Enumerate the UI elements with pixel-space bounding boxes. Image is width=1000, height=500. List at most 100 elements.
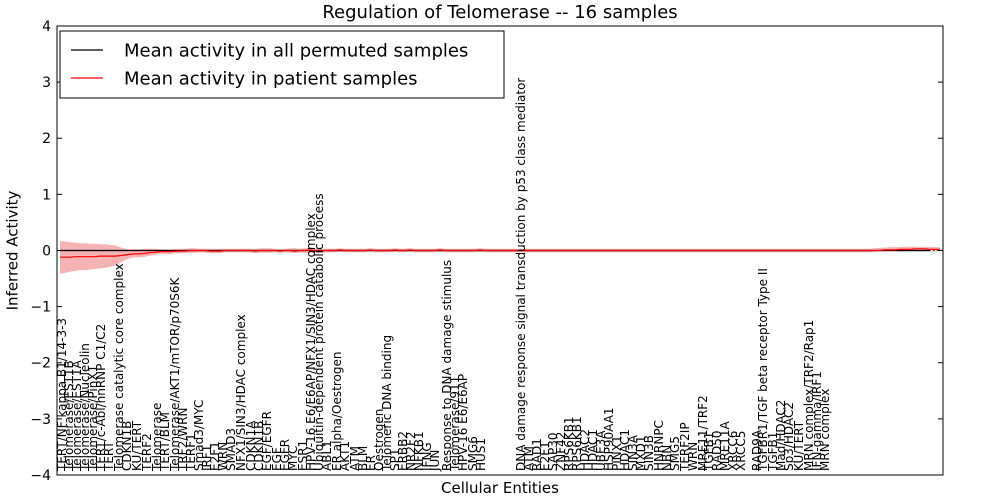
legend-box	[59, 30, 505, 99]
entity-label: HPV-16 E6/E6AP	[456, 374, 470, 471]
entity-label: Oestrogen	[372, 409, 386, 471]
entity-label: BLM	[356, 446, 370, 471]
patient-confidence-band	[60, 241, 940, 274]
entity-label: TRF2/WRN	[176, 408, 190, 472]
entity-label: Telomerase/AKT1/mTOR/p70S6K	[168, 276, 182, 472]
entity-label: Response to DNA damage stimulus	[440, 260, 454, 471]
entity-label: IFNG	[420, 442, 434, 471]
entity-label: ER	[364, 455, 378, 471]
entity-label: MXD1	[634, 436, 648, 471]
entity-label: EGF/EGFR	[260, 411, 274, 471]
entity-label: EGF	[270, 447, 284, 471]
entity-label: TERF1	[184, 433, 198, 472]
y-tick-label: −2	[30, 356, 51, 372]
entity-label: IFN-gamma/IRF1	[810, 371, 824, 471]
entity-label: RAD50	[710, 430, 724, 471]
entity-label: Telomeric DNA binding	[380, 335, 394, 472]
entity-label: Telomerase/EST1A	[70, 359, 84, 472]
entity-label: Telomerase/PinX1	[86, 365, 100, 472]
entity-label: Telomerase/EST1B	[62, 360, 76, 472]
entity-label: TERT/NF kappa B1/14-3-3	[55, 318, 69, 472]
entity-label: TERF2	[140, 433, 154, 472]
entity-label: MRN complex	[818, 389, 832, 471]
chart-title: Regulation of Telomerase -- 16 samples	[322, 2, 677, 23]
entity-label: EGFR	[278, 439, 292, 471]
entity-label: NBN	[660, 445, 674, 471]
entity-label: TERT/c-Abl/hnRNP C1/C2	[94, 324, 108, 472]
entity-label: HDAC1	[586, 429, 600, 471]
entity-label: Mad/HDAC2	[774, 400, 788, 471]
entity-label: SIN3A	[626, 434, 640, 471]
entity-label: AKT1	[338, 441, 352, 471]
patient-mean-line	[60, 248, 940, 258]
entity-label: NFKB1	[412, 431, 426, 471]
entity-label: HSP90AA1	[602, 407, 616, 471]
entity-label: SMAD3	[224, 428, 238, 471]
y-axis-title: Inferred Activity	[3, 190, 21, 310]
entity-label: ERBB2	[396, 431, 410, 471]
entity-label: XRCC6	[726, 431, 740, 471]
y-tick-label: 1	[42, 187, 51, 203]
entity-label: TGFB1	[702, 432, 716, 472]
entity-label: XRCC5	[734, 431, 748, 471]
entity-label: SMG5	[668, 436, 682, 471]
y-tick-label: −4	[30, 468, 51, 484]
entity-label: ESR1	[296, 440, 310, 471]
entity-label: HDAC2	[578, 429, 592, 471]
y-tick-label: 2	[42, 131, 51, 147]
entity-label: KU/TERT	[130, 420, 144, 471]
entity-label: ER alpha/Oestrogen	[330, 352, 344, 471]
entity-label: ZNF42	[554, 432, 568, 471]
entity-label: UBE3A	[594, 430, 608, 471]
entity-label: MRN complex/TRF2/Rap1	[802, 320, 816, 471]
entity-label: TERT/BLM	[158, 412, 172, 472]
entity-label: KU/TERT	[792, 420, 806, 471]
entity-label: NFX1/SIN3/HDAC complex	[234, 314, 248, 471]
entity-label: NR2F2	[404, 432, 418, 472]
entity-label: MYC	[286, 446, 300, 471]
entity-label: E2F1	[208, 441, 222, 471]
entity-label: CDKN1A	[244, 420, 258, 471]
entity-label: RAD9A	[750, 429, 764, 471]
entity-label: HPV-16 E6/E6AP/NFX1/SIN3/HDAC complex	[304, 213, 318, 471]
entity-label: IRF1	[200, 445, 214, 471]
x-axis-title: Cellular Entities	[441, 479, 559, 497]
legend: Mean activity in all permuted samples Me…	[59, 30, 505, 99]
y-tick-label: 4	[42, 19, 51, 35]
entity-label: Sp3/HDAC2	[782, 402, 796, 471]
entity-label: WRN	[686, 442, 700, 471]
y-tick-label: 3	[42, 75, 51, 91]
legend-label-permuted: Mean activity in all permuted samples	[124, 40, 468, 61]
entity-label: TERF2IP	[678, 422, 692, 472]
y-tick-label: −3	[30, 412, 51, 428]
entity-label: Smad3/MYC	[192, 400, 206, 471]
entity-label: SMG6	[466, 436, 480, 471]
entity-label: RPS6KB1	[562, 416, 576, 471]
entity-label: MRE11A	[718, 420, 732, 471]
entity-label: SAP30	[546, 432, 560, 471]
entity-label: Telomerase/Nucleolin	[78, 343, 92, 472]
entity-label: Telomerase/911	[448, 376, 462, 472]
entity-label: RAD1	[530, 438, 544, 471]
entity-label: SP1	[388, 449, 402, 472]
entity-label: CDKN1B	[252, 421, 266, 471]
entity-label: DNA damage response signal transduction …	[514, 78, 528, 471]
y-tick-label: −1	[30, 300, 51, 316]
entity-label: HDAC1	[618, 429, 632, 471]
entity-label: E2F1	[538, 441, 552, 471]
legend-label-patient: Mean activity in patient samples	[124, 68, 418, 89]
entity-label: JUN	[428, 450, 442, 472]
entity-label: ABL1	[320, 440, 334, 471]
y-tick-label: 0	[42, 243, 51, 259]
entity-label: Ubiquitin-dependent protein catabolic pr…	[312, 193, 326, 471]
entity-label: Telomerase	[150, 403, 164, 472]
entity-label: WRN	[216, 442, 230, 471]
entity-label: SIN3B	[642, 435, 656, 471]
entity-label: TERT	[102, 441, 116, 472]
entity-label: MRE11/TRF2	[696, 395, 710, 471]
entity-label: Telomerase catalytic core complex	[112, 263, 126, 472]
entity-label: PINX1	[610, 435, 624, 471]
entity-label: HNRNPC	[652, 420, 666, 471]
entity-label: ATM	[348, 446, 362, 471]
